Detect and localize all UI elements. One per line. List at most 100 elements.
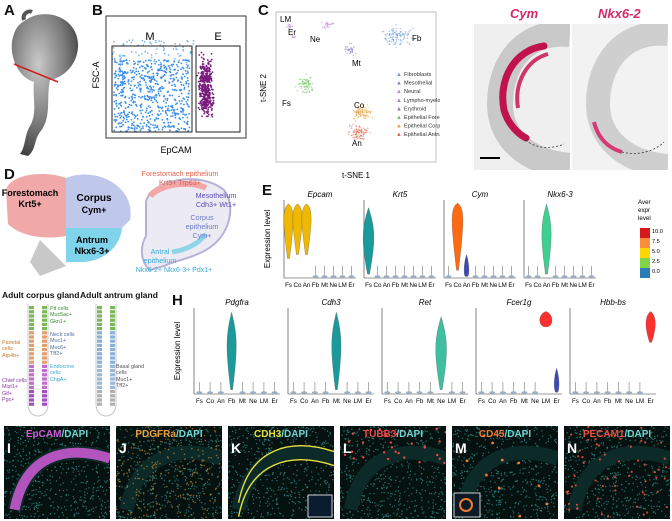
svg-text:+: + [393, 30, 396, 35]
svg-text:+: + [289, 22, 292, 27]
svg-text:+: + [311, 88, 314, 93]
category-tick: An [593, 398, 601, 405]
svg-text:+: + [366, 110, 369, 115]
svg-text:+: + [300, 85, 303, 90]
category-tick: Co [534, 282, 542, 289]
f-title: Cym [510, 6, 539, 21]
c-ylabel: t-SNE 2 [259, 73, 268, 102]
category-tick: LM [498, 282, 507, 289]
svg-text:+: + [292, 34, 295, 39]
svg-text:+: + [321, 20, 324, 25]
category-tick: Mt [239, 398, 246, 405]
category-tick: Mt [321, 282, 328, 289]
svg-text:+: + [361, 107, 364, 112]
svg-text:+: + [396, 31, 399, 36]
panel-label-a: A [4, 2, 15, 19]
chief-label: Chief cells Mist1+ Gif+ Pgc+ [2, 378, 27, 404]
category-tick: Fb [228, 398, 236, 405]
category-tick: Ne [410, 282, 418, 289]
svg-text:+: + [364, 114, 367, 119]
svg-text:+: + [361, 105, 364, 110]
category-tick: Fs [525, 282, 532, 289]
colorbar-tick: 2.5 [652, 259, 660, 265]
svg-text:+: + [365, 116, 368, 121]
svg-text:+: + [356, 129, 359, 134]
svg-text:+: + [302, 89, 305, 94]
violin-shape [344, 391, 351, 394]
svg-text:+: + [364, 129, 367, 134]
category-tick: Ne [625, 398, 633, 405]
d-forestomach: Forestomach [2, 188, 59, 198]
svg-text:+: + [365, 113, 368, 118]
svg-text:+: + [355, 132, 358, 137]
violin-shape [290, 391, 297, 394]
d-corpus-marker: Cym+ [82, 205, 107, 215]
svg-text:+: + [309, 82, 312, 87]
svg-text:+: + [398, 42, 401, 47]
svg-text:+: + [359, 109, 362, 114]
panel-label-l: L [343, 440, 352, 456]
svg-text:+: + [353, 127, 356, 132]
svg-text:+: + [345, 49, 348, 54]
svg-text:+: + [399, 29, 402, 34]
svg-text:+: + [392, 31, 395, 36]
svg-text:+: + [389, 32, 392, 37]
svg-text:+: + [330, 21, 333, 26]
svg-text:+: + [328, 25, 331, 30]
category-tick: Fb [552, 282, 560, 289]
svg-text:+: + [413, 37, 416, 42]
svg-text:+: + [294, 34, 297, 39]
violin-shape [508, 275, 515, 278]
svg-text:+: + [367, 110, 370, 115]
svg-text:+: + [297, 81, 300, 86]
category-tick: An [383, 282, 391, 289]
svg-text:+: + [359, 133, 362, 138]
svg-text:+: + [352, 122, 355, 127]
category-tick: Er [648, 398, 654, 405]
violin-shape [401, 275, 408, 278]
svg-text:+: + [305, 78, 308, 83]
legend-entry: Erythroid [404, 106, 426, 112]
svg-text:+: + [396, 33, 399, 38]
cluster-label-co: Co [354, 101, 365, 110]
category-tick: Co [374, 282, 382, 289]
svg-text:+: + [388, 38, 391, 43]
svg-text:+: + [359, 128, 362, 133]
svg-text:+: + [361, 102, 364, 107]
pit-cells-label: Pit cells Muc5ac+ Gkn1+ [50, 306, 73, 325]
svg-text:+: + [357, 110, 360, 115]
svg-text:+: + [395, 26, 398, 31]
svg-text:+: + [361, 112, 364, 117]
svg-text:+: + [406, 39, 409, 44]
svg-text:+: + [368, 109, 371, 114]
svg-text:+: + [304, 90, 307, 95]
svg-text:+: + [412, 26, 415, 31]
svg-text:+: + [369, 110, 372, 115]
svg-text:+: + [359, 106, 362, 111]
violin-shape [207, 391, 214, 394]
svg-text:+: + [348, 46, 351, 51]
svg-text:+: + [368, 108, 371, 113]
svg-text:+: + [371, 115, 374, 120]
neck-cells-label: Neck cells Muc1+ Muc6+ Tff2+ [50, 332, 75, 358]
colorbar-tick: 5.0 [652, 249, 660, 255]
svg-text:+: + [395, 22, 398, 27]
svg-text:+: + [301, 89, 304, 94]
svg-text:+: + [392, 37, 395, 42]
svg-text:+: + [360, 132, 363, 137]
svg-text:+: + [354, 114, 357, 119]
svg-text:+: + [353, 45, 356, 50]
svg-text:+: + [324, 26, 327, 31]
d-fs-epi-markers: Krt5+ Trp63+ [159, 178, 201, 187]
cluster-label-lm: LM [280, 15, 291, 24]
svg-text:+: + [367, 126, 370, 131]
svg-text:+: + [305, 84, 308, 89]
svg-text:+: + [365, 109, 368, 114]
violin-shape [554, 367, 560, 393]
d-antrum: Antrum [76, 235, 108, 245]
svg-text:+: + [304, 81, 307, 86]
svg-text:+: + [305, 72, 308, 77]
svg-text:+: + [332, 20, 335, 25]
category-tick: Fs [478, 398, 485, 405]
svg-text:+: + [359, 113, 362, 118]
